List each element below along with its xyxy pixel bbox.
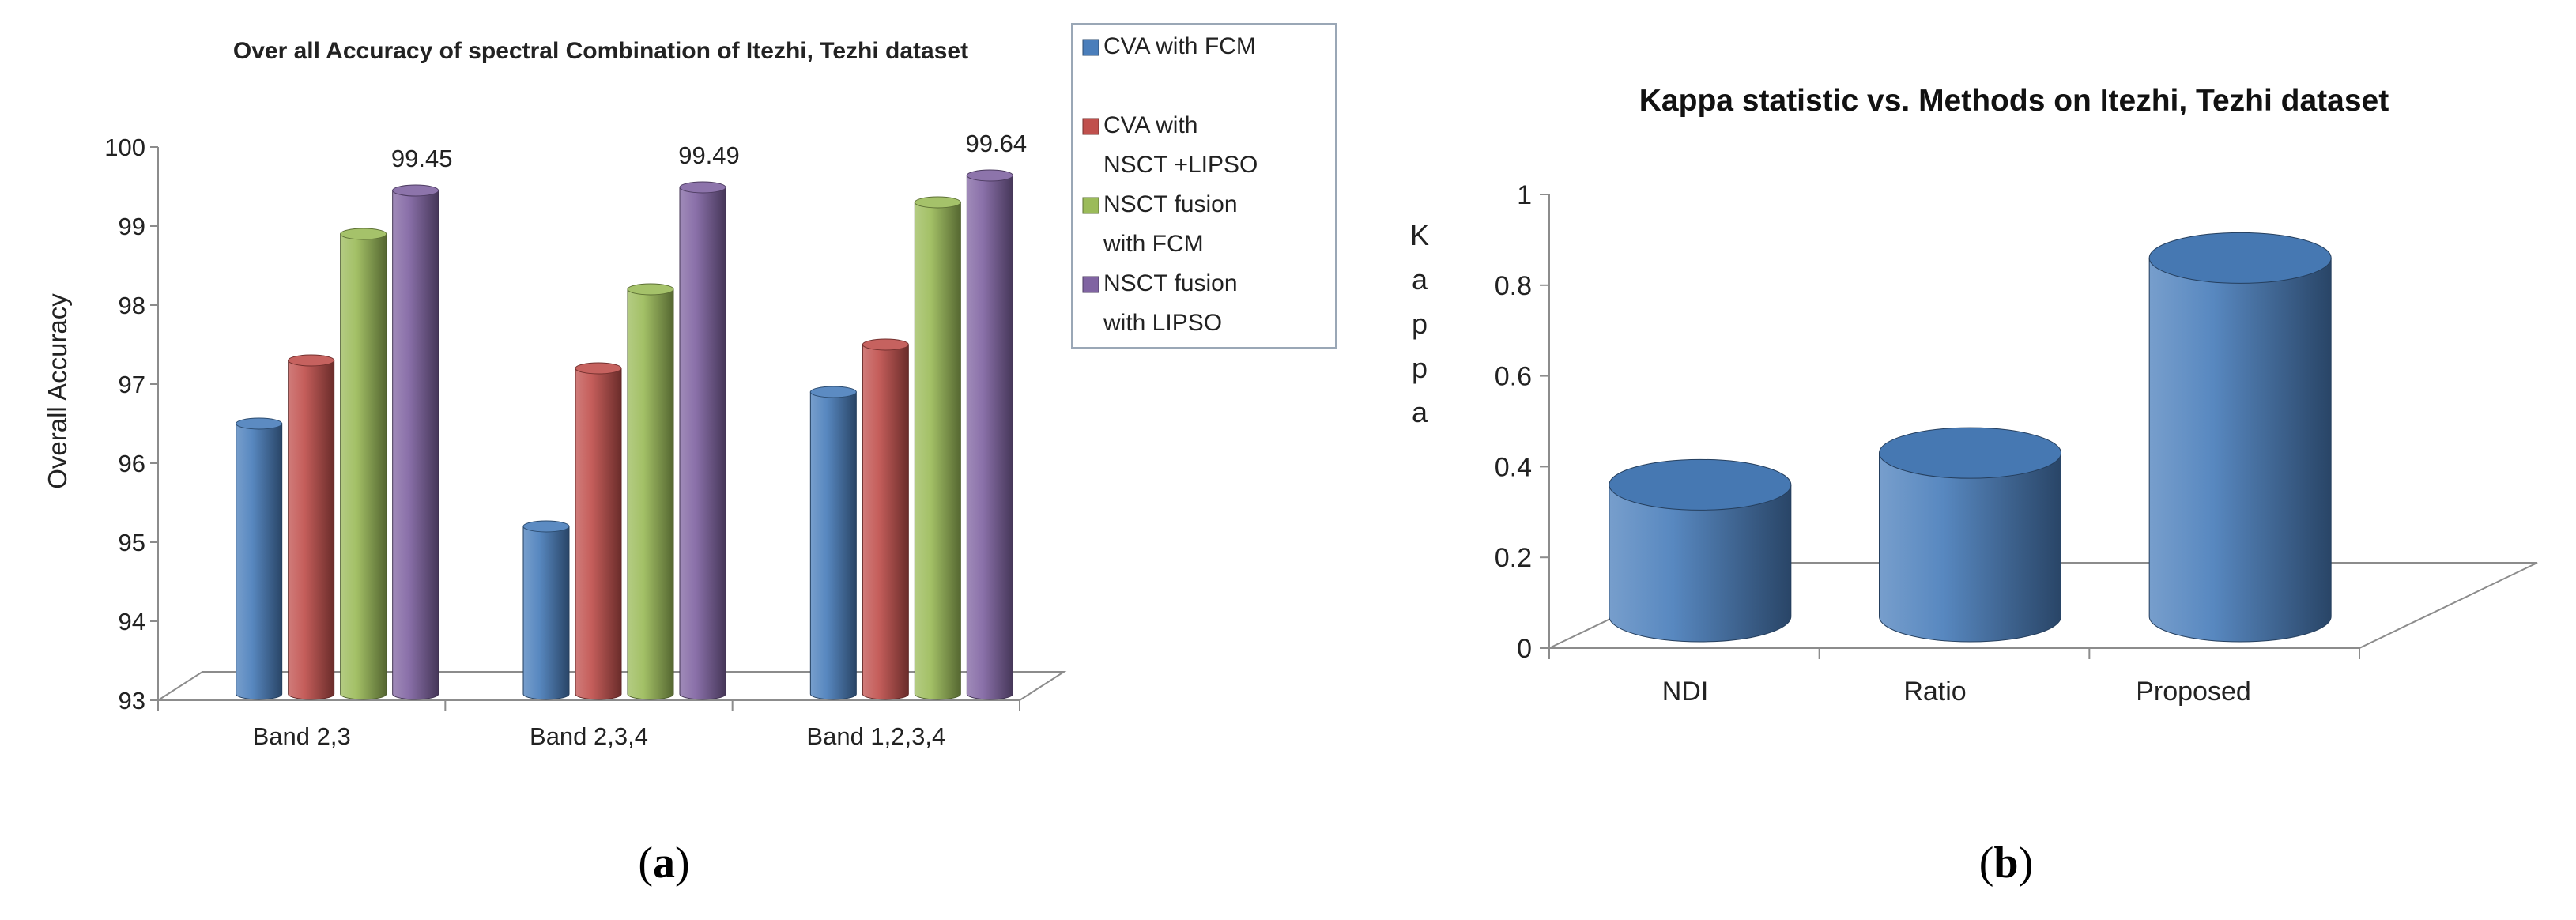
chart-b-y-axis-label-letter: a [1412, 396, 1428, 428]
chart-a-legend-swatch [1082, 197, 1099, 214]
chart-a-bar [236, 417, 283, 700]
chart-a-bar [288, 354, 335, 700]
chart-a-legend-label: NSCT fusion [1103, 191, 1238, 217]
chart-a-bar [914, 196, 961, 700]
chart-b-x-tick-label: Ratio [1903, 677, 1966, 707]
chart-b-title: Kappa statistic vs. Methods on Itezhi, T… [1639, 84, 2389, 118]
chart-a-y-tick-label: 98 [119, 292, 145, 319]
chart-a-data-label: 99.45 [391, 145, 453, 172]
panel-a-letter: a [653, 839, 675, 888]
chart-b-bar [1609, 458, 1792, 643]
chart-b-y-tick-label: 0.8 [1495, 271, 1532, 301]
chart-a-legend-swatch [1082, 39, 1099, 56]
chart-a-legend-swatch [1082, 118, 1099, 135]
chart-a-bar [627, 283, 674, 700]
chart-a-x-tick-label: Band 2,3 [253, 722, 351, 750]
chart-a-y-tick-label: 94 [119, 608, 145, 635]
chart-a-bar [340, 228, 387, 700]
chart-a-bar [392, 184, 439, 700]
chart-a-bar [679, 181, 726, 700]
chart-a-bar [809, 386, 857, 700]
chart-a-x-tick-label: Band 1,2,3,4 [806, 722, 945, 750]
chart-a-title: Over all Accuracy of spectral Combinatio… [233, 38, 968, 64]
chart-a-legend-frame [1071, 23, 1337, 349]
chart-b-y-axis-label: Kappa [1410, 219, 1429, 428]
panel-a-label: (a) [638, 839, 689, 888]
chart-a-legend-label: NSCT +LIPSO [1103, 152, 1258, 178]
chart-b-plot-area: 0 0.2 0.4 0.6 0.8 1 NDI Ratio Proposed [1495, 180, 2538, 707]
chart-a-data-label: 99.64 [966, 130, 1028, 157]
chart-b-x-tick-label: Proposed [2136, 677, 2251, 707]
chart-a-legend: CVA with FCM CVA with NSCT +LIPSO NSCT fusi… [1071, 23, 1337, 349]
panel-a: Over all Accuracy of spectral Combinatio… [43, 23, 1337, 888]
chart-b-bar [1879, 427, 2061, 643]
chart-a-legend-label: with FCM [1103, 231, 1204, 257]
chart-b-y-axis-label-letter: p [1412, 307, 1428, 340]
chart-b-bar [2148, 232, 2332, 643]
panel-b: Kappa statistic vs. Methods on Itezhi, T… [1410, 84, 2538, 888]
chart-a-data-label: 99.49 [678, 141, 740, 169]
chart-a-legend-label: CVA with [1103, 112, 1198, 138]
chart-a-legend-swatch [1082, 276, 1099, 293]
chart-a-legend-label: NSCT fusion [1103, 270, 1238, 296]
chart-a-x-tick-label: Band 2,3,4 [530, 722, 648, 750]
chart-a-y-tick-label: 93 [119, 687, 145, 715]
chart-a-legend-label: with LIPSO [1103, 310, 1222, 336]
chart-a-legend-label: CVA with FCM [1103, 33, 1256, 59]
chart-a-bar [522, 520, 570, 700]
chart-a-plot-area: 93 94 95 96 97 98 99 100 Band 2,3 99.45 Band 2,3,4… [104, 130, 1067, 750]
chart-b-y-axis-label-letter: K [1410, 219, 1429, 251]
chart-b-y-axis-label-letter: a [1412, 263, 1428, 296]
chart-b-y-axis-label-letter: p [1412, 352, 1428, 384]
chart-b-y-tick-label: 0.4 [1495, 452, 1532, 482]
chart-a-bar [966, 169, 1013, 700]
chart-b-y-tick-label: 0 [1517, 634, 1532, 664]
panel-b-letter: b [1993, 839, 2018, 888]
chart-a-y-tick-label: 95 [119, 529, 145, 556]
chart-a-y-tick-label: 97 [119, 371, 145, 398]
chart-a-y-tick-label: 96 [119, 450, 145, 477]
chart-b-y-tick-label: 0.6 [1495, 362, 1532, 392]
chart-a-bar [862, 338, 909, 700]
chart-b-y-tick-label: 1 [1517, 180, 1532, 210]
chart-a-y-tick-label: 100 [104, 134, 145, 161]
chart-a-bar [575, 362, 622, 700]
chart-a-y-axis-label: Overall Accuracy [43, 293, 72, 489]
chart-a-y-tick-label: 99 [119, 213, 145, 240]
panel-b-label: (b) [1979, 839, 2033, 888]
chart-b-y-tick-label: 0.2 [1495, 543, 1532, 573]
chart-b-x-tick-label: NDI [1662, 677, 1709, 707]
